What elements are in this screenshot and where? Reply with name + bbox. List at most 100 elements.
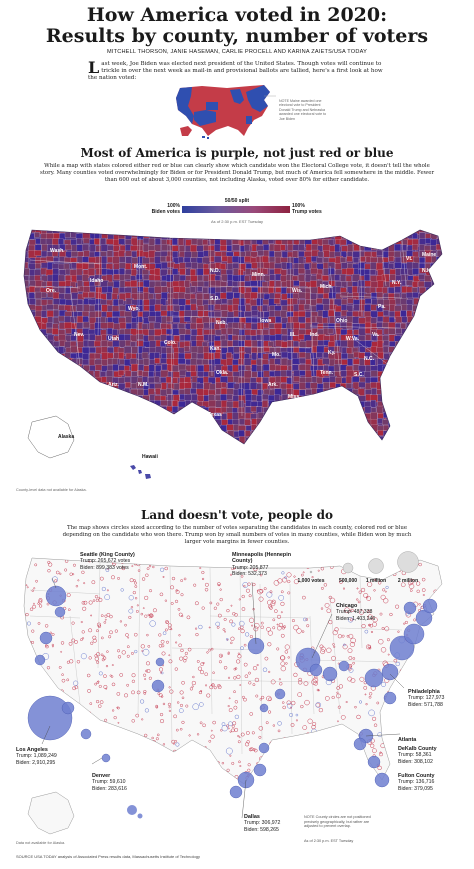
- county-bubble: [293, 672, 298, 677]
- county-bubble: [97, 704, 102, 708]
- county-cell: [17, 281, 24, 289]
- county-bubble: [102, 743, 106, 748]
- county-cell: [227, 340, 234, 348]
- county-cell: [185, 262, 192, 268]
- county-cell: [71, 292, 79, 300]
- county-bubble: [228, 697, 231, 700]
- county-cell: [196, 359, 203, 365]
- county-cell: [130, 424, 138, 432]
- county-cell: [298, 413, 305, 422]
- electoral-map-biden-co: [206, 102, 218, 110]
- county-cell: [137, 405, 145, 412]
- county-cell: [250, 292, 258, 299]
- county-cell: [430, 430, 438, 438]
- county-bubble: [360, 587, 366, 593]
- county-cell: [88, 450, 94, 455]
- county-bubble: [89, 702, 93, 705]
- county-cell: [335, 455, 342, 462]
- county-bubble: [422, 594, 425, 597]
- county-cell: [70, 394, 77, 401]
- county-cell: [226, 352, 232, 359]
- county-bubble: [265, 721, 269, 725]
- county-bubble: [175, 589, 180, 594]
- county-cell: [347, 358, 353, 366]
- county-cell: [448, 366, 454, 371]
- county-cell: [24, 412, 32, 420]
- county-bubble: [112, 734, 117, 739]
- county-cell: [58, 334, 67, 341]
- county-bubble: [194, 601, 199, 606]
- county-cell: [35, 263, 41, 269]
- county-cell: [113, 424, 120, 432]
- county-bubble: [345, 701, 348, 704]
- county-cell: [418, 323, 426, 331]
- annotation-title: Chicago: [336, 603, 358, 609]
- county-cell: [148, 245, 156, 251]
- county-cell: [118, 230, 126, 233]
- county-cell: [82, 389, 89, 397]
- county-cell: [366, 456, 372, 463]
- county-bubble: [141, 756, 145, 759]
- county-bubble: [106, 727, 110, 731]
- county-bubble: [229, 619, 233, 624]
- county-cell: [426, 455, 433, 460]
- county-bubble: [267, 775, 270, 778]
- county-cell: [142, 376, 148, 383]
- county-cell: [58, 393, 65, 402]
- county-cell: [364, 328, 371, 334]
- county-cell: [292, 230, 299, 234]
- county-bubble: [332, 643, 335, 646]
- county-cell: [71, 407, 78, 415]
- county-cell: [364, 321, 371, 329]
- county-bubble: [142, 607, 145, 610]
- county-cell: [346, 232, 353, 240]
- county-cell: [334, 424, 342, 431]
- county-cell: [47, 400, 54, 409]
- county-cell: [377, 230, 385, 235]
- county-bubble: [186, 615, 191, 620]
- county-bubble: [332, 630, 338, 636]
- annotation-trump: Trump: 59,610: [92, 779, 126, 786]
- county-cell: [360, 455, 367, 462]
- county-cell: [82, 359, 89, 365]
- county-bubble: [24, 625, 25, 628]
- county-cell: [449, 274, 455, 280]
- county-cell: [400, 383, 408, 392]
- county-cell: [310, 382, 318, 389]
- county-bubble: [146, 761, 150, 765]
- county-cell: [101, 395, 108, 404]
- county-cell: [24, 341, 30, 349]
- county-cell: [250, 280, 258, 287]
- county-bubble: [199, 721, 203, 725]
- county-cell: [112, 442, 121, 444]
- county-bubble: [202, 723, 206, 728]
- county-cell: [273, 430, 282, 438]
- county-bubble: [76, 705, 80, 708]
- county-cell: [335, 437, 342, 444]
- county-cell: [28, 292, 35, 300]
- county-bubble: [237, 740, 241, 744]
- metro-bubble: [253, 763, 267, 777]
- county-cell: [450, 287, 457, 294]
- county-cell: [437, 335, 442, 342]
- county-bubble: [348, 667, 354, 673]
- county-cell: [412, 424, 421, 433]
- county-bubble: [248, 617, 255, 623]
- county-bubble: [405, 673, 408, 677]
- county-bubble: [259, 573, 263, 577]
- county-bubble: [240, 646, 244, 651]
- county-cell: [24, 400, 28, 408]
- county-cell: [155, 388, 161, 395]
- county-cell: [220, 292, 227, 300]
- county-cell: [137, 230, 145, 234]
- county-cell: [244, 244, 250, 253]
- county-cell: [52, 395, 61, 403]
- county-bubble: [83, 775, 88, 780]
- county-cell: [129, 394, 137, 402]
- county-cell: [77, 442, 83, 444]
- county-cell: [95, 292, 102, 300]
- county-cell: [450, 263, 456, 269]
- county-cell: [149, 304, 156, 313]
- county-cell: [448, 407, 453, 412]
- county-cell: [238, 269, 244, 276]
